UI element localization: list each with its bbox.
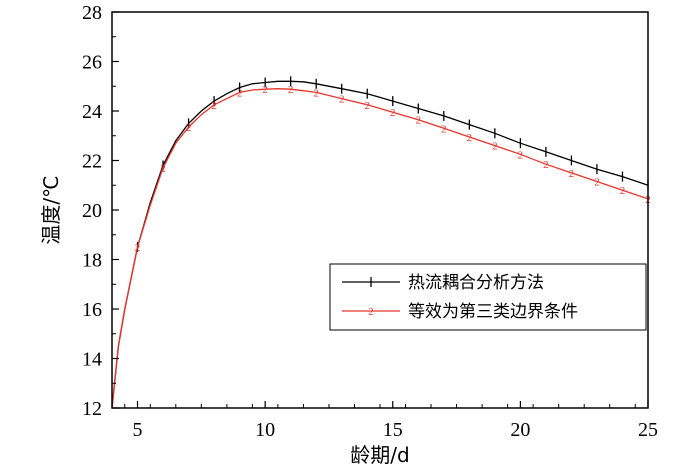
series-point-marker: 2 xyxy=(339,94,345,106)
legend-label: 热流耦合分析方法 xyxy=(408,273,544,293)
y-tick-label: 18 xyxy=(82,250,102,272)
series-point-marker: 2 xyxy=(594,177,600,189)
y-tick-label: 22 xyxy=(82,151,102,173)
series-line xyxy=(111,88,649,409)
series-point-marker: 2 xyxy=(237,87,243,99)
legend-box xyxy=(329,263,647,331)
series-point-marker: 2 xyxy=(467,132,473,144)
series-point-marker: 2 xyxy=(288,84,294,96)
series-point-marker: 2 xyxy=(313,87,319,99)
y-tick-label: 24 xyxy=(82,101,102,123)
y-tick-label: 12 xyxy=(82,398,102,420)
series-point-marker: 2 xyxy=(186,122,192,134)
series-layer: 2 2 2 2 2 2 2 2 2 2 2 2 2 2 2 2 2 2 2 2 2 xyxy=(111,76,651,409)
series-point-marker: 2 xyxy=(441,123,447,135)
y-tick-label: 14 xyxy=(82,349,102,371)
series-point-marker: 2 xyxy=(569,168,575,180)
series-point-marker: 2 xyxy=(416,115,422,127)
series-point-marker: 2 xyxy=(390,107,396,119)
legend-label: 等效为第三类边界条件 xyxy=(408,302,578,322)
x-tick-label: 20 xyxy=(510,419,530,441)
x-axis-label: 龄期/d xyxy=(350,443,409,467)
y-tick-label: 28 xyxy=(82,2,102,24)
series-point-marker: 2 xyxy=(262,84,268,96)
series-2: 2 2 2 2 2 2 2 2 2 2 2 2 2 2 2 2 2 2 2 2 2 xyxy=(111,84,651,409)
series-point-marker: 2 xyxy=(620,185,626,197)
series-point-marker: 2 xyxy=(135,242,141,254)
series-point-marker: 2 xyxy=(211,100,217,112)
x-tick-label: 15 xyxy=(383,419,403,441)
y-tick-label: 16 xyxy=(82,299,102,321)
x-tick-label: 25 xyxy=(638,419,658,441)
legend: 热流耦合分析方法 2 等效为第三类边界条件 xyxy=(329,263,647,331)
series-line xyxy=(111,80,649,409)
x-tick-label: 5 xyxy=(133,419,143,441)
series-point-marker: 2 xyxy=(160,163,166,175)
series-1 xyxy=(111,76,649,409)
legend-marker: 2 xyxy=(368,306,374,318)
legend-item-1: 热流耦合分析方法 xyxy=(342,273,544,293)
series-point-marker: 2 xyxy=(518,149,524,161)
legend-item-2: 2 等效为第三类边界条件 xyxy=(342,302,578,322)
y-tick-label: 20 xyxy=(82,200,102,222)
y-axis-label: 温度/℃ xyxy=(39,175,63,244)
series-point-marker: 2 xyxy=(492,141,498,153)
plot-frame xyxy=(111,11,649,409)
y-tick-label: 26 xyxy=(82,52,102,74)
series-point-marker: 2 xyxy=(364,100,370,112)
series-point-marker: 2 xyxy=(543,159,549,171)
x-tick-label: 10 xyxy=(255,419,275,441)
